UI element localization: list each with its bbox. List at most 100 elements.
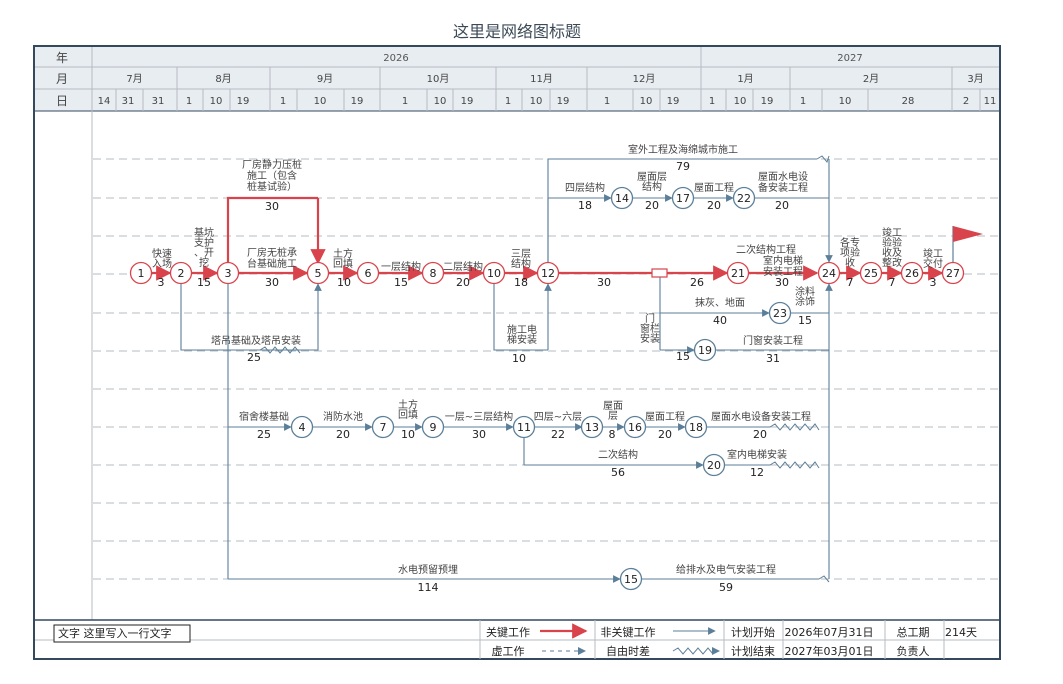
activity-label: 快速 — [152, 248, 172, 260]
node-24: 24 — [817, 261, 841, 285]
node-number: 19 — [698, 344, 712, 357]
activity-duration: 30 — [597, 276, 611, 289]
activity-label: 土方 — [333, 247, 353, 260]
month-label: 9月 — [317, 73, 333, 85]
activity-label: 收 — [845, 256, 855, 269]
node-number: 2 — [178, 267, 185, 280]
node-13: 13 — [580, 415, 604, 439]
activity-duration: 20 — [753, 428, 767, 441]
node-number: 18 — [689, 421, 703, 434]
activity-duration: 7 — [889, 276, 896, 289]
day-label: 1 — [604, 96, 610, 107]
month-label: 11月 — [530, 73, 553, 85]
day-label: 10 — [210, 96, 223, 107]
day-label: 19 — [761, 96, 774, 107]
node-10: 10 — [482, 261, 506, 285]
free-float-wave — [672, 647, 714, 655]
activity-label: 备安装工程 — [758, 181, 808, 194]
row-label-month: 月 — [56, 72, 68, 86]
activity-duration: 3 — [158, 276, 165, 289]
node-3: 3 — [216, 261, 240, 285]
activity-duration: 15 — [394, 276, 408, 289]
total-duration-value: 214天 — [945, 626, 977, 639]
activity-label: 梯安装 — [507, 333, 537, 346]
day-label: 11 — [984, 96, 997, 107]
day-label: 1 — [186, 96, 192, 107]
activity-duration: 3 — [930, 276, 937, 289]
node-21: 21 — [726, 261, 750, 285]
node-number: 16 — [628, 421, 642, 434]
activity-label: 施工（包含 — [247, 169, 297, 182]
activity-label: 收及 — [882, 246, 902, 259]
note-text: 文字 这里写入一行文字 — [58, 626, 172, 640]
node-number: 8 — [430, 267, 437, 280]
activity-duration: 22 — [551, 428, 565, 441]
activity-label: 竣工 — [923, 247, 943, 260]
activity-line — [226, 196, 318, 263]
node-8: 8 — [421, 261, 445, 285]
node-number: 9 — [430, 421, 437, 434]
day-label: 1 — [709, 96, 715, 107]
month-label: 3月 — [967, 73, 983, 85]
activity-label: 土方 — [398, 398, 418, 411]
month-label: 7月 — [126, 73, 142, 85]
activity-label: 二层结构 — [443, 260, 483, 273]
activity-duration: 15 — [676, 350, 690, 363]
activity-label: 挖 — [199, 256, 209, 269]
plan-start-value: 2026年07月31日 — [785, 625, 874, 639]
activity-label: 一层结构 — [381, 260, 421, 273]
node-number: 6 — [365, 267, 372, 280]
node-14: 14 — [610, 186, 634, 210]
node-27: 27 — [941, 261, 965, 285]
node-20: 20 — [702, 453, 726, 477]
activity-label: 屋面水电设 — [758, 170, 808, 183]
month-label: 10月 — [427, 73, 450, 85]
node-number: 14 — [615, 192, 629, 205]
activity-duration: 12 — [750, 466, 764, 479]
node-number: 13 — [585, 421, 599, 434]
node-4: 4 — [290, 415, 314, 439]
node-26: 26 — [900, 261, 924, 285]
activity-label: 室内电梯安装 — [727, 448, 787, 461]
day-label: 19 — [667, 96, 680, 107]
activity-label: 回填 — [333, 257, 353, 270]
finish-flag-icon — [953, 226, 983, 242]
activity-label: 门 — [645, 312, 655, 325]
legend-float-label: 自由时差 — [606, 644, 650, 658]
free-float-wave — [769, 461, 820, 469]
day-label: 2 — [963, 96, 969, 107]
split-marker — [651, 268, 668, 278]
node-7: 7 — [371, 415, 395, 439]
total-duration-label: 总工期 — [897, 625, 930, 639]
activity-label: 门窗安装工程 — [743, 334, 803, 347]
note-box — [53, 624, 191, 643]
node-number: 7 — [380, 421, 387, 434]
node-number: 3 — [225, 267, 232, 280]
activity-duration: 15 — [197, 276, 211, 289]
activity-label: 给排水及电气安装工程 — [676, 563, 776, 576]
node-number: 25 — [864, 267, 878, 280]
activity-label: 基坑 — [194, 226, 214, 239]
activity-label: 桩基试验） — [247, 180, 297, 193]
activity-duration: 114 — [418, 581, 439, 594]
activity-label: 二次结构 — [598, 448, 638, 461]
node-number: 26 — [905, 267, 919, 280]
activity-label: 回填 — [398, 408, 418, 421]
node-2: 2 — [169, 261, 193, 285]
node-11: 11 — [512, 415, 536, 439]
day-label: 1 — [280, 96, 286, 107]
activity-label: 室外工程及海绵城市施工 — [628, 143, 738, 156]
node-number: 11 — [517, 421, 531, 434]
activity-duration: 20 — [775, 199, 789, 212]
free-float-wave — [769, 423, 820, 431]
activity-duration: 79 — [676, 160, 690, 173]
activity-line — [493, 283, 548, 351]
activity-label: 项验 — [840, 246, 860, 259]
activity-label: 三层 — [511, 248, 531, 260]
node-22: 22 — [732, 186, 756, 210]
activity-label: 层 — [608, 410, 618, 422]
node-6: 6 — [356, 261, 380, 285]
activity-duration: 31 — [766, 352, 780, 365]
